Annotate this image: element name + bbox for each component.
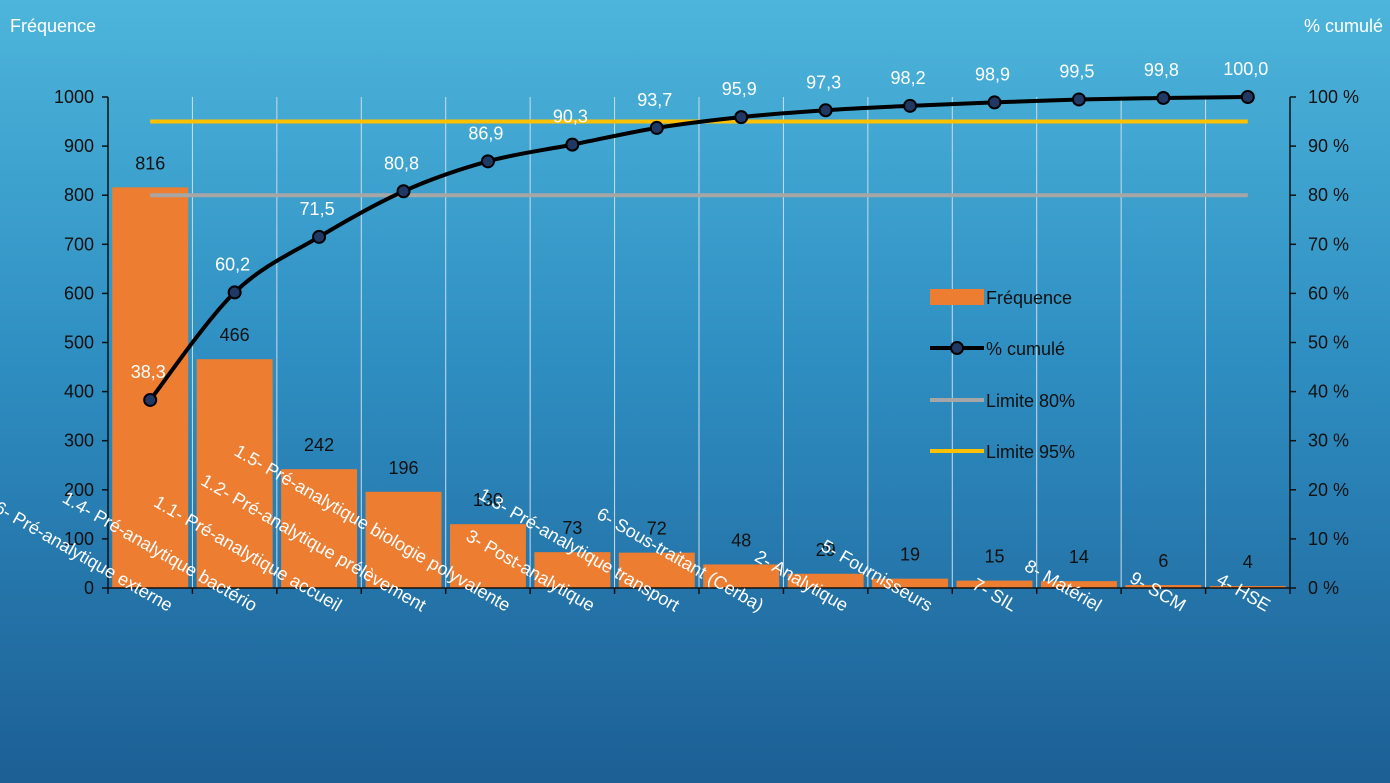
y-tick-label: 600 <box>64 283 94 303</box>
cumulative-value-label: 80,8 <box>384 153 419 173</box>
cumulative-value-label: 97,3 <box>806 72 841 92</box>
cumulative-value-label: 98,2 <box>891 68 926 88</box>
bars <box>112 187 1286 588</box>
bar-value-label: 466 <box>220 325 250 345</box>
y2-tick-label: 50 % <box>1308 333 1349 353</box>
bar <box>1209 586 1286 588</box>
cumulative-point <box>1071 92 1086 107</box>
legend-item-frequence: Fréquence <box>986 288 1072 308</box>
bar-value-label: 15 <box>984 547 1004 567</box>
y2-tick-label: 0 % <box>1308 578 1339 598</box>
legend: Fréquence % cumulé Limite 80% Limite 95% <box>930 288 1075 462</box>
cumulative-point <box>903 98 918 113</box>
cumulative-point <box>987 95 1002 110</box>
cumulative-point <box>480 154 495 169</box>
bar <box>703 564 780 588</box>
bar <box>956 580 1033 588</box>
y-tick-label: 300 <box>64 431 94 451</box>
bar-value-label: 816 <box>135 153 165 173</box>
category-label: 4- HSE <box>1214 569 1274 615</box>
y2-tick-label: 30 % <box>1308 431 1349 451</box>
y-tick-label: 100 <box>64 529 94 549</box>
bar-value-label: 19 <box>900 545 920 565</box>
cumulative-point <box>227 285 242 300</box>
legend-item-limit-80: Limite 80% <box>986 391 1075 411</box>
y2-tick-label: 100 % <box>1308 87 1359 107</box>
y2-tick-label: 10 % <box>1308 529 1349 549</box>
cumulative-value-label: 99,5 <box>1059 61 1094 81</box>
y2-tick-label: 90 % <box>1308 136 1349 156</box>
cumulative-value-label: 71,5 <box>300 199 335 219</box>
cumulative-value-label: 38,3 <box>131 362 166 382</box>
data-labels: 816 466 242 196 130 73 72 48 29 19 15 14 6 4 38,3 60,2 7… <box>131 59 1269 572</box>
cumulative-value-label: 100,0 <box>1223 59 1268 79</box>
y-axis-title: Fréquence <box>10 16 96 36</box>
bar <box>365 491 442 588</box>
cumulative-value-label: 99,8 <box>1144 60 1179 80</box>
y2-tick-label: 80 % <box>1308 185 1349 205</box>
bar-value-label: 196 <box>388 458 418 478</box>
bar-value-label: 72 <box>647 519 667 539</box>
cumulative-point <box>1240 90 1255 104</box>
bar <box>281 469 358 588</box>
cumulative-value-label: 93,7 <box>637 90 672 110</box>
cumulative-value-label: 86,9 <box>468 123 503 143</box>
y-tick-label: 400 <box>64 382 94 402</box>
bar <box>1125 585 1202 588</box>
legend-swatch-bar <box>930 289 984 305</box>
bar-value-label: 73 <box>562 518 582 538</box>
y2-tick-label: 60 % <box>1308 283 1349 303</box>
cumulative-point <box>565 137 580 152</box>
y-tick-label: 700 <box>64 234 94 254</box>
y-tick-label: 1000 <box>54 87 94 107</box>
bar <box>449 524 526 588</box>
cumulative-value-label: 95,9 <box>722 79 757 99</box>
bar-value-label: 4 <box>1243 552 1253 572</box>
cumulative-value-label: 60,2 <box>215 254 250 274</box>
cumulative-point <box>818 103 833 118</box>
category-label: 9- SCM <box>1127 568 1190 616</box>
cumulative-point <box>312 229 327 244</box>
bar <box>534 552 611 588</box>
y-tick-label: 200 <box>64 480 94 500</box>
bar-value-label: 242 <box>304 435 334 455</box>
bar-value-label: 29 <box>816 540 836 560</box>
cumulative-point <box>396 184 411 199</box>
y-tick-label: 0 <box>84 578 94 598</box>
bar <box>618 552 695 588</box>
y2-tick-label: 70 % <box>1308 234 1349 254</box>
bar <box>112 187 189 588</box>
bar <box>196 359 273 588</box>
bar-value-label: 14 <box>1069 547 1089 567</box>
bar-value-label: 6 <box>1158 551 1168 571</box>
bar-value-label: 48 <box>731 530 751 550</box>
cumulative-point <box>649 120 664 135</box>
axes: 0 100 200 300 400 500 600 700 800 900 1000 0 % 10 % 2… <box>54 87 1359 598</box>
y2-tick-label: 20 % <box>1308 480 1349 500</box>
y2-tick-label: 40 % <box>1308 382 1349 402</box>
bar <box>787 573 864 588</box>
cumulative-point <box>1156 90 1171 105</box>
bar <box>872 578 949 588</box>
y2-axis-title: % cumulé <box>1304 16 1383 36</box>
y-tick-label: 500 <box>64 333 94 353</box>
cumulative-value-label: 90,3 <box>553 107 588 127</box>
cumulative-line <box>143 90 1255 407</box>
y-tick-label: 900 <box>64 136 94 156</box>
bar-value-label: 130 <box>473 490 503 510</box>
cumulative-value-label: 98,9 <box>975 64 1010 84</box>
cumulative-point <box>143 392 158 407</box>
legend-item-cumulative: % cumulé <box>986 339 1065 359</box>
legend-item-limit-95: Limite 95% <box>986 442 1075 462</box>
cumulative-point <box>734 110 749 125</box>
y-tick-label: 800 <box>64 185 94 205</box>
bar <box>1040 581 1117 588</box>
category-label: 7- SIL <box>969 574 1021 615</box>
legend-swatch-marker <box>950 341 964 355</box>
